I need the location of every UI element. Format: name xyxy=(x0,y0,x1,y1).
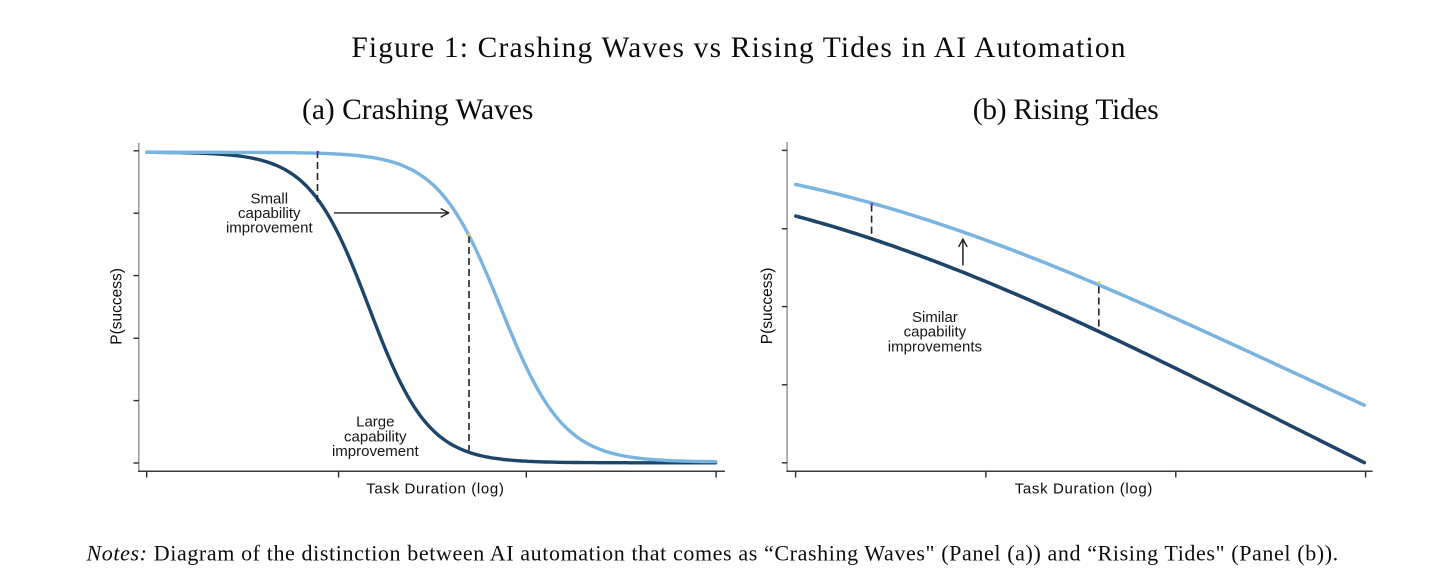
svg-text:Similar: Similar xyxy=(912,309,958,326)
svg-text:(b) Rising Tides: (b) Rising Tides xyxy=(973,94,1159,126)
svg-text:(a) Crashing Waves: (a) Crashing Waves xyxy=(302,94,533,126)
svg-text:Task Duration (log): Task Duration (log) xyxy=(1015,480,1153,497)
svg-text:improvement: improvement xyxy=(332,443,420,460)
svg-text:Large: Large xyxy=(356,414,394,431)
svg-text:capability: capability xyxy=(238,205,301,222)
svg-text:Small: Small xyxy=(251,191,289,208)
svg-text:P(success): P(success) xyxy=(759,268,776,345)
svg-text:capability: capability xyxy=(904,324,967,341)
svg-text:Figure 1: Crashing Waves vs Ri: Figure 1: Crashing Waves vs Rising Tides… xyxy=(351,32,1126,64)
svg-text:improvements: improvements xyxy=(888,338,982,355)
svg-text:improvement: improvement xyxy=(226,220,314,237)
svg-text:P(success): P(success) xyxy=(109,268,126,345)
svg-text:capability: capability xyxy=(344,428,407,445)
svg-text:Notes: Diagram of the distinct: Notes: Diagram of the distinction betwee… xyxy=(86,541,1339,566)
svg-text:Task Duration (log): Task Duration (log) xyxy=(366,480,504,497)
